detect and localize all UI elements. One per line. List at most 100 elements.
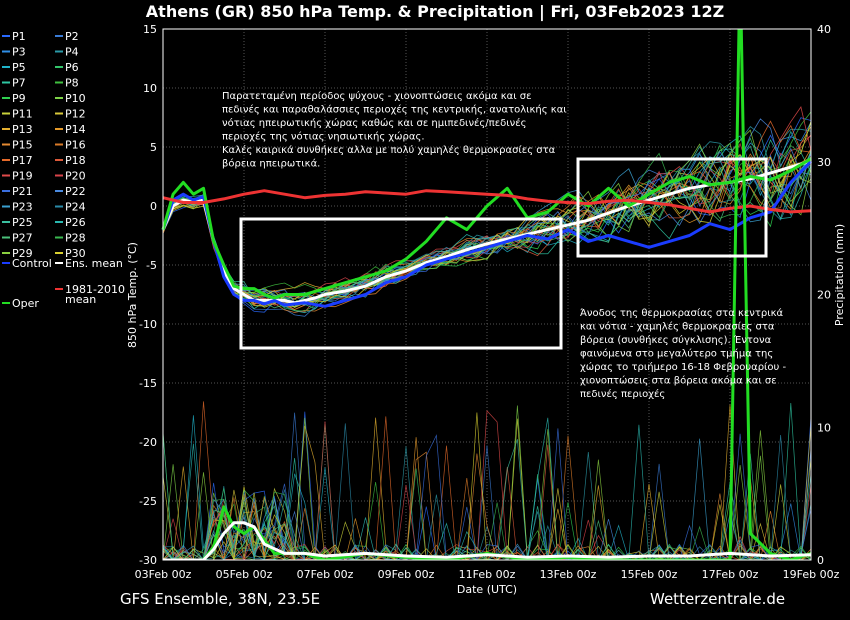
- legend-label: P18: [65, 154, 86, 167]
- legend-label: P3: [12, 46, 26, 59]
- precip-line-oper: [163, 29, 811, 560]
- legend-label: P5: [12, 61, 26, 74]
- y2-tick-label: 30: [817, 156, 831, 169]
- annotation-line: περιοχές της νότιας νησιωτικής χώρας.: [222, 131, 425, 143]
- series-line-control: [161, 160, 813, 308]
- legend-label: P12: [65, 108, 86, 121]
- legend-label: P22: [65, 185, 86, 198]
- legend-label: P28: [65, 232, 86, 245]
- y-tick-label: -5: [146, 259, 157, 272]
- y2-tick-label: 0: [817, 554, 824, 567]
- x-tick-label: 05Feb 00z: [216, 568, 273, 581]
- y-tick-label: -15: [139, 377, 157, 390]
- legend-label: P2: [65, 30, 79, 43]
- x-axis-label: Date (UTC): [457, 583, 517, 596]
- legend-label: P9: [12, 92, 26, 105]
- ensemble-line-p2: [163, 155, 811, 317]
- ensemble-precip-p24: [163, 423, 811, 560]
- ensemble-precip-p30: [163, 412, 811, 560]
- legend-label: Ens. mean: [65, 257, 123, 270]
- annotation-line: πεδινές και παραθαλάσσιες περιοχές της κ…: [222, 104, 567, 116]
- ensemble-precip-p27: [163, 509, 811, 560]
- highlight-box-warming: [576, 157, 768, 258]
- series-line-ens-mean: [161, 159, 812, 305]
- ensemble-precip-p12: [163, 423, 811, 560]
- legend-label: P6: [65, 61, 79, 74]
- y-tick-label: 5: [150, 141, 157, 154]
- footer-brand: Wetterzentrale.de: [650, 590, 785, 608]
- series-line-oper: [161, 157, 812, 300]
- y2-axis-label: Precipitation (mm): [833, 224, 846, 326]
- legend-label: P17: [12, 154, 33, 167]
- legend-label: P4: [65, 46, 79, 59]
- precipitation-series: [163, 29, 811, 560]
- x-tick-label: 11Feb 00z: [459, 568, 516, 581]
- annotation-line: Παρατεταμένη περίοδος ψύχους - χιονοπτώσ…: [222, 90, 532, 102]
- annotation-line: και νότια - χαμηλές θερμοκρασίες στα: [580, 321, 775, 333]
- annotation-warming: Άνοδος της θερμοκρασίας στα κεντρικά και …: [580, 307, 787, 400]
- footer-source: GFS Ensemble, 38N, 23.5E: [120, 590, 320, 608]
- legend-label: P26: [65, 216, 86, 229]
- legend-label: P13: [12, 123, 33, 136]
- annotation-line: φαινόμενα στο μεγαλύτερο τμήμα της: [580, 348, 773, 360]
- annotation-line: βόρεια ηπειρωτικά.: [222, 158, 320, 170]
- legend-label: P23: [12, 201, 33, 214]
- ensemble-precip-p5: [163, 415, 811, 560]
- y2-tick-label: 20: [817, 289, 831, 302]
- y2-axis-ticks: 40 30 20 10 0: [817, 23, 831, 567]
- x-tick-label: 19Feb 00z: [783, 568, 840, 581]
- annotation-line: χώρας το τριήμερο 16-18 Φεβρουαρίου -: [580, 361, 787, 373]
- annotation-cold-period: Παρατεταμένη περίοδος ψύχους - χιονοπτώσ…: [222, 90, 567, 170]
- ensemble-precip-p21: [163, 428, 811, 560]
- legend-label: P7: [12, 77, 26, 90]
- precip-line-ens-mean: [163, 521, 811, 560]
- annotation-line: χιονοπτώσεις στα βόρεια ακόμα και σε: [580, 375, 777, 387]
- ensemble-precip-p16: [163, 435, 811, 560]
- legend-label: P14: [65, 123, 86, 136]
- x-tick-label: 17Feb 00z: [702, 568, 759, 581]
- y-tick-label: 15: [143, 23, 157, 36]
- x-tick-label: 15Feb 00z: [621, 568, 678, 581]
- y2-tick-label: 40: [817, 23, 831, 36]
- ensemble-line-p29: [163, 129, 811, 308]
- x-tick-label: 09Feb 00z: [378, 568, 435, 581]
- plot-frame: [162, 28, 812, 561]
- series-line-1981-2010-mean: [162, 189, 812, 214]
- ensemble-line-p30: [163, 121, 811, 308]
- y-axis-ticks: 15 10 5 0 -5 -10 -15 -20 -25 -30: [139, 23, 157, 567]
- ensemble-line-p22: [163, 118, 811, 306]
- chart-title: Athens (GR) 850 hPa Temp. & Precipitatio…: [146, 2, 724, 22]
- ensemble-precip-p15: [163, 451, 811, 560]
- legend-label: P11: [12, 108, 33, 121]
- ensemble-precip-p23: [163, 433, 811, 560]
- legend-label: P1: [12, 30, 26, 43]
- x-tick-label: 13Feb 00z: [540, 568, 597, 581]
- y-tick-label: -20: [139, 436, 157, 449]
- y-tick-label: -10: [139, 318, 157, 331]
- annotation-line: Άνοδος της θερμοκρασίας στα κεντρικά: [580, 307, 784, 319]
- legend-label: P24: [65, 201, 86, 214]
- y-tick-label: 10: [143, 82, 157, 95]
- legend-label: 1981-2010: [65, 283, 125, 296]
- legend-label: P8: [65, 77, 79, 90]
- y-tick-label: -25: [139, 495, 157, 508]
- legend-label: P21: [12, 185, 33, 198]
- legend: P1 P2 P3 P4 P5 P6 P7 P8 P9 P10 P11 P12 P13 P14 P15 P16 P…: [2, 30, 125, 310]
- annotation-line: νότιας ηπειρωτικής χώρας καθώς και σε ημ…: [222, 117, 526, 129]
- y2-tick-label: 10: [817, 421, 831, 434]
- legend-label: Control: [12, 257, 52, 270]
- legend-label: P15: [12, 139, 33, 152]
- legend-label: P27: [12, 232, 33, 245]
- legend-label: P16: [65, 139, 86, 152]
- y-tick-label: -30: [139, 554, 157, 567]
- annotation-line: πεδινές περιοχές: [580, 388, 665, 400]
- x-axis-ticks: 03Feb 00z 05Feb 00z 07Feb 00z 09Feb 00z 11Fe…: [135, 568, 840, 581]
- ensemble-line-p15: [163, 148, 811, 313]
- annotation-line: Καλές καιρικά συνθήκες αλλα με πολύ χαμη…: [222, 144, 556, 156]
- legend-label: Oper: [12, 297, 39, 310]
- legend-label: P25: [12, 216, 33, 229]
- main-series: [161, 157, 813, 308]
- legend-label: mean: [65, 293, 96, 306]
- highlight-box-cold-period: [239, 217, 563, 350]
